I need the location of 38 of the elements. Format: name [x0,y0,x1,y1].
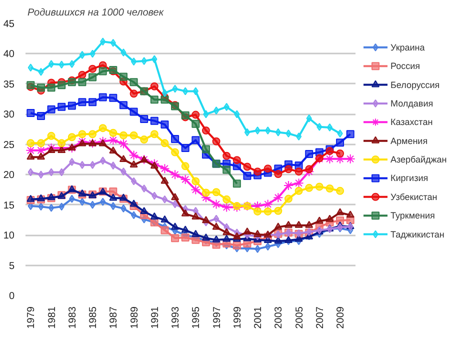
chart-title: Родившихся на 1000 человек [28,8,165,18]
x-tick-label: 2007 [314,306,326,329]
legend-label: Таджикистан [390,229,444,240]
legend-label: Россия [390,61,420,72]
x-tick-label: 2005 [294,306,306,329]
y-tick-label: 35 [3,79,15,90]
y-tick-label: 10 [3,230,15,242]
x-tick-label: 1989 [129,306,140,329]
y-tick-label: 45 [3,19,15,30]
x-tick-label: 1985 [88,306,100,329]
x-tick-label: 1993 [170,306,182,329]
x-tick-label: 1979 [26,306,38,329]
legend-label: Украина [390,42,425,52]
x-tick-label: 1981 [46,306,58,329]
legend-label: Туркмения [390,210,436,221]
y-tick-label: 30 [3,110,15,121]
y-tick-label: 15 [3,200,15,212]
y-tick-label: 0 [8,291,15,302]
legend-label: Азербайджан [390,154,447,165]
y-tick-label: 40 [3,49,15,60]
legend-label: Армения [390,136,428,146]
x-tick-label: 1997 [212,306,223,329]
legend-label: Узбекистан [390,192,438,202]
x-tick-label: 2003 [274,306,285,329]
x-tick-label: 1999 [232,306,244,329]
legend-label: Казахстан [390,117,433,128]
x-tick-label: 1995 [191,306,202,329]
legend-label: Молдавия [390,98,434,108]
legend-label: Белоруссия [390,80,440,90]
x-tick-label: 1983 [67,306,78,329]
y-tick-label: 25 [3,140,15,151]
x-tick-label: 1987 [108,306,120,329]
x-tick-label: 1991 [150,306,161,329]
legend-label: Киргизия [390,173,428,184]
x-tick-label: 2001 [253,306,264,329]
y-tick-label: 20 [3,170,15,182]
y-tick-label: 5 [8,260,15,272]
x-tick-label: 2009 [336,306,347,329]
